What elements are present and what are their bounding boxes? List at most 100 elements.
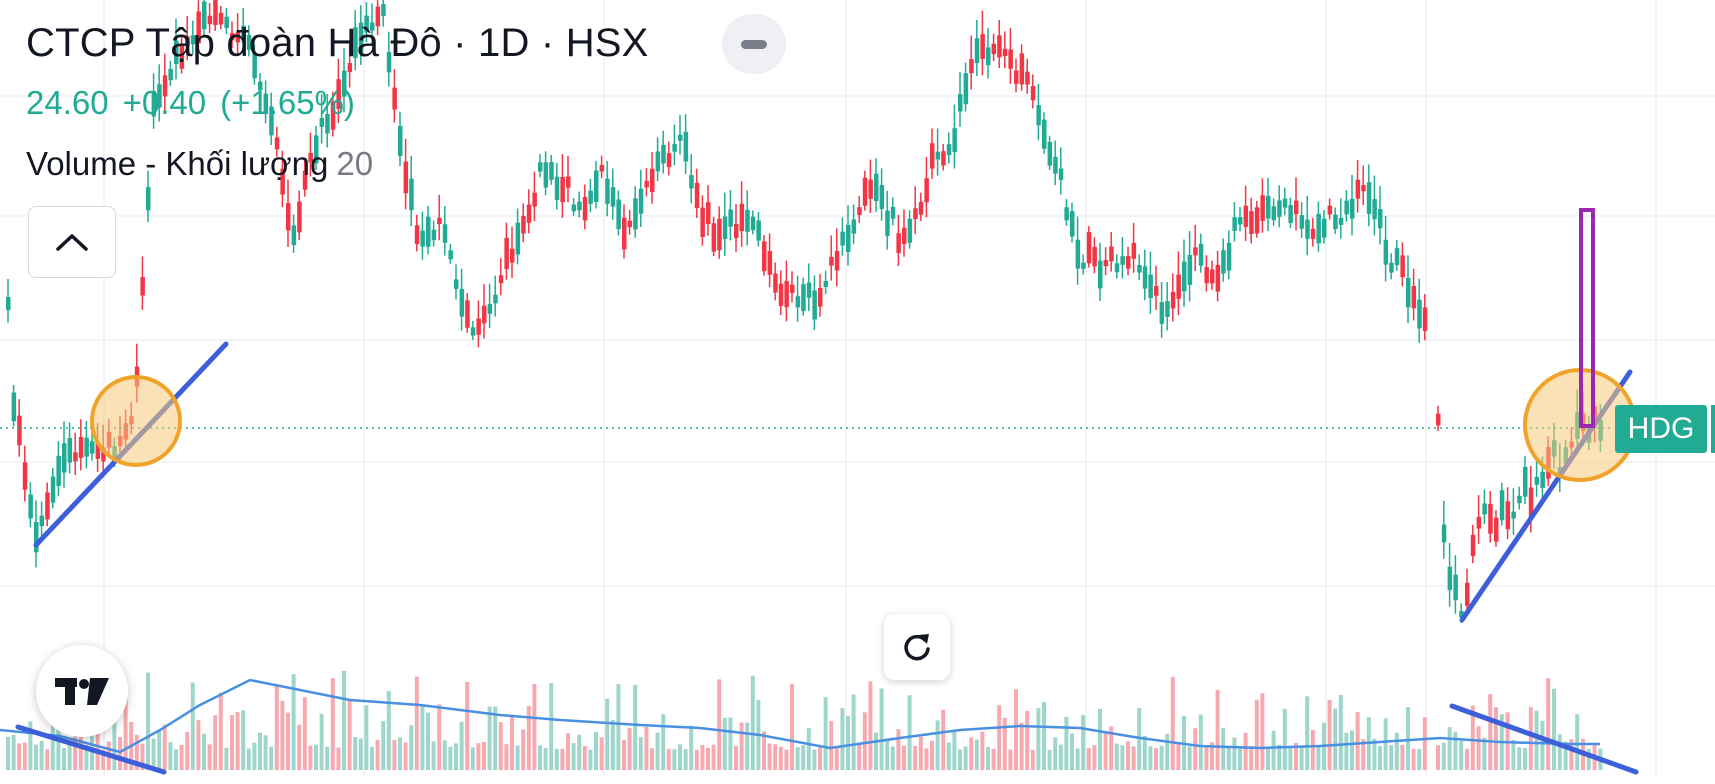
volume-bar: [263, 735, 268, 770]
volume-bar: [84, 744, 89, 770]
volume-bar: [840, 708, 845, 770]
volume-bar: [1198, 714, 1203, 770]
candle-body: [1092, 246, 1097, 267]
volume-bar: [543, 747, 548, 770]
volume-bar: [1575, 714, 1580, 770]
volume-bar: [991, 748, 996, 770]
candle-body: [1019, 53, 1025, 85]
volume-bar: [1042, 702, 1046, 770]
candle-body: [258, 81, 263, 91]
volume-bar: [6, 736, 10, 770]
candle-body: [594, 170, 599, 202]
candle-body: [1114, 263, 1120, 273]
volume-bar: [678, 744, 682, 770]
volume-bar: [308, 745, 313, 770]
candle-body: [420, 230, 425, 247]
candle-body: [605, 178, 610, 204]
candle-body: [526, 204, 532, 223]
candle-body: [56, 455, 61, 486]
volume-bar: [11, 734, 16, 770]
volume-bar: [683, 749, 688, 770]
candle-body: [325, 114, 330, 134]
candle-body: [885, 210, 890, 236]
volume-bar: [1070, 733, 1074, 770]
candle-body: [1488, 503, 1493, 534]
volume-moving-average-line: [0, 678, 1600, 754]
candle-body: [1120, 256, 1125, 265]
candle-body: [1436, 413, 1441, 426]
volume-bar: [34, 744, 38, 770]
volume-bar: [1511, 739, 1516, 770]
candle-body: [560, 176, 565, 203]
candle-body: [1288, 205, 1293, 223]
candle-body: [342, 70, 347, 97]
candle-body: [683, 131, 689, 162]
candle-body: [151, 91, 157, 117]
tradingview-logo[interactable]: [36, 645, 128, 737]
candle-body: [1226, 242, 1232, 271]
candle-body: [1260, 195, 1265, 221]
volume-bar: [1103, 731, 1108, 770]
symbol-title[interactable]: CTCP Tập đoàn Hà Đô · 1D · HSX: [26, 21, 649, 65]
volume-legend[interactable]: Volume - Khối lượng 20: [26, 145, 373, 183]
volume-bar: [599, 737, 604, 770]
candle-body: [1534, 476, 1540, 485]
collapse-indicators-button[interactable]: [28, 206, 116, 278]
volume-bar: [1075, 748, 1080, 770]
candle-body: [778, 283, 784, 306]
candle-body: [336, 79, 341, 109]
volume-bar: [1254, 699, 1259, 770]
volume-bar: [414, 676, 419, 770]
volume-bar: [1249, 746, 1254, 770]
volume-bar: [358, 738, 363, 770]
candle-body: [851, 219, 857, 234]
volume-bar: [577, 734, 582, 770]
volume-bar: [588, 749, 593, 770]
candle-body: [1389, 262, 1394, 273]
candle-body: [566, 176, 571, 188]
candle-body: [1064, 207, 1069, 221]
reset-chart-button[interactable]: [884, 614, 950, 680]
candle-body: [784, 281, 789, 308]
volume-bar: [50, 723, 55, 770]
candle-body: [941, 151, 946, 166]
volume-bar: [1389, 745, 1394, 770]
candle-body: [1499, 490, 1505, 521]
candle-body: [1025, 71, 1030, 85]
candle-body: [902, 227, 907, 244]
volume-bar: [633, 685, 638, 770]
candle-body: [398, 125, 403, 157]
volume-bar: [1165, 733, 1170, 770]
price-info: 24.60 +0.40 (+1.65%): [26, 84, 369, 122]
candle-body: [269, 106, 274, 136]
volume-bar: [734, 745, 738, 770]
candle-body: [1070, 211, 1075, 237]
candle-body: [1447, 566, 1453, 591]
volume-bar: [1154, 748, 1158, 770]
candle-body: [1137, 265, 1142, 273]
collapse-legend-button[interactable]: [722, 14, 786, 74]
candle-body: [437, 217, 442, 225]
candle-body: [734, 224, 739, 239]
volume-bar: [728, 717, 733, 770]
candle-body: [638, 188, 644, 214]
volume-bar: [353, 736, 358, 770]
volume-bar: [45, 749, 50, 770]
candle-body: [1058, 168, 1064, 181]
volume-bar: [952, 732, 957, 770]
volume-bar: [370, 746, 374, 770]
volume-bar: [454, 743, 458, 770]
candle-body: [1238, 217, 1243, 225]
volume-bar: [784, 749, 789, 770]
candle-body: [650, 168, 655, 193]
volume-bar: [1126, 741, 1130, 770]
volume-bar: [868, 681, 873, 770]
volume-bar: [1008, 749, 1013, 770]
candle-body: [1131, 242, 1137, 259]
volume-bar: [67, 742, 72, 770]
candle-body: [762, 241, 767, 272]
candle-body: [291, 225, 297, 246]
volume-bar: [930, 740, 934, 770]
candle-body: [622, 217, 627, 250]
